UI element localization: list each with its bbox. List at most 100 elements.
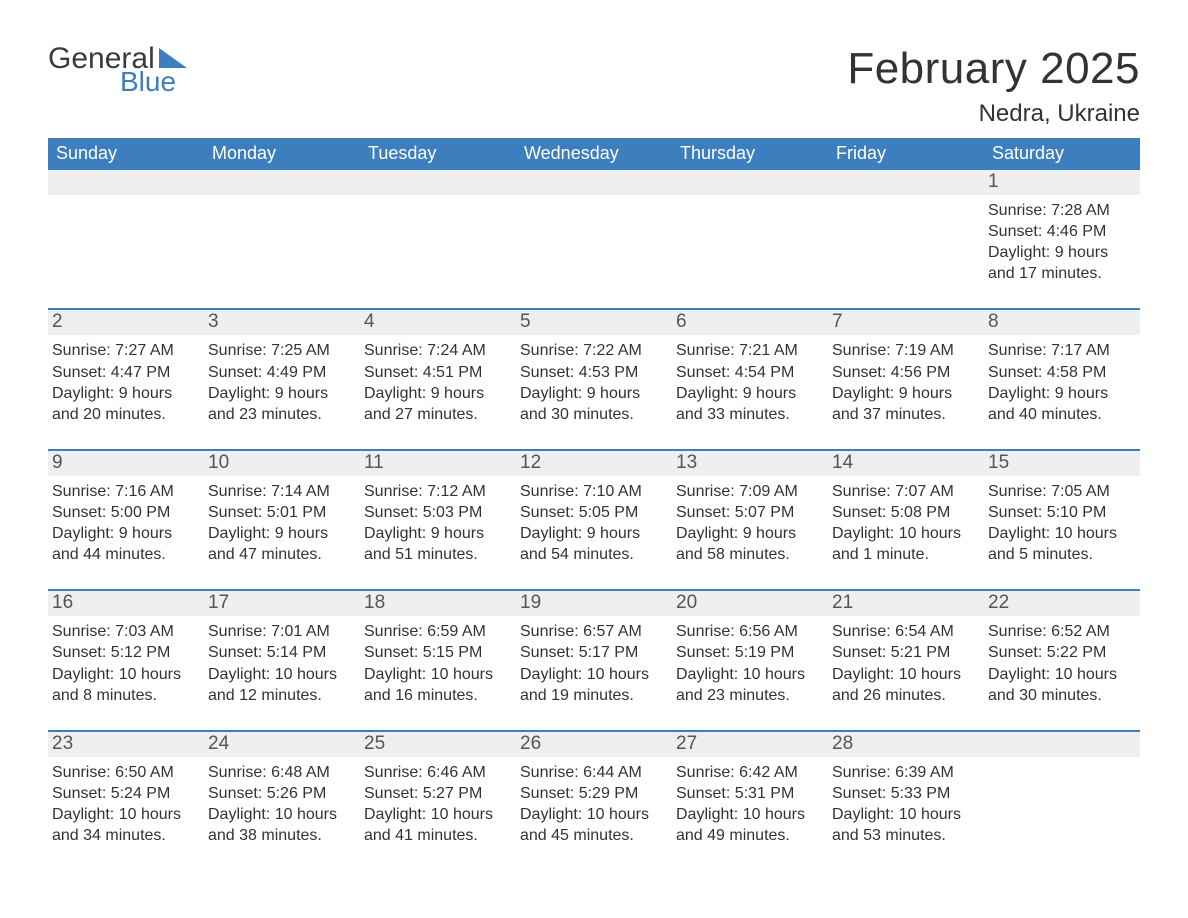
day-info: Sunrise: 7:27 AMSunset: 4:47 PMDaylight:…: [52, 340, 198, 424]
daylight-line: Daylight: 10 hours and 12 minutes.: [208, 664, 354, 706]
daylight-line: Daylight: 9 hours and 40 minutes.: [988, 383, 1134, 425]
sunrise-line: Sunrise: 7:12 AM: [364, 481, 510, 502]
sunset-line: Sunset: 5:22 PM: [988, 642, 1134, 663]
day-cell: 16Sunrise: 7:03 AMSunset: 5:12 PMDayligh…: [48, 591, 204, 711]
day-cell: 20Sunrise: 6:56 AMSunset: 5:19 PMDayligh…: [672, 591, 828, 711]
day-info: Sunrise: 7:10 AMSunset: 5:05 PMDaylight:…: [520, 481, 666, 565]
day-cell: 24Sunrise: 6:48 AMSunset: 5:26 PMDayligh…: [204, 732, 360, 852]
weekday-header-row: SundayMondayTuesdayWednesdayThursdayFrid…: [48, 138, 1140, 170]
daylight-line: Daylight: 10 hours and 53 minutes.: [832, 804, 978, 846]
daylight-line: Daylight: 10 hours and 38 minutes.: [208, 804, 354, 846]
calendar: SundayMondayTuesdayWednesdayThursdayFrid…: [48, 138, 1140, 852]
day-number: 22: [984, 591, 1140, 616]
day-number: 14: [828, 451, 984, 476]
daylight-line: Daylight: 10 hours and 45 minutes.: [520, 804, 666, 846]
sunrise-line: Sunrise: 6:48 AM: [208, 762, 354, 783]
sunrise-line: Sunrise: 7:09 AM: [676, 481, 822, 502]
daylight-line: Daylight: 9 hours and 58 minutes.: [676, 523, 822, 565]
month-title: February 2025: [847, 44, 1140, 94]
day-info: Sunrise: 6:59 AMSunset: 5:15 PMDaylight:…: [364, 621, 510, 705]
header: General Blue February 2025 Nedra, Ukrain…: [48, 44, 1140, 128]
day-info: Sunrise: 7:28 AMSunset: 4:46 PMDaylight:…: [988, 200, 1134, 284]
day-info: Sunrise: 6:39 AMSunset: 5:33 PMDaylight:…: [832, 762, 978, 846]
day-cell: 5 Sunrise: 7:22 AMSunset: 4:53 PMDaylight…: [516, 310, 672, 430]
logo: General Blue: [48, 44, 187, 96]
day-number: 13: [672, 451, 828, 476]
sunset-line: Sunset: 4:53 PM: [520, 362, 666, 383]
sunrise-line: Sunrise: 7:25 AM: [208, 340, 354, 361]
weekday-header: Thursday: [672, 138, 828, 170]
sunrise-line: Sunrise: 7:16 AM: [52, 481, 198, 502]
sunset-line: Sunset: 5:01 PM: [208, 502, 354, 523]
day-info: Sunrise: 7:22 AMSunset: 4:53 PMDaylight:…: [520, 340, 666, 424]
day-cell: 12Sunrise: 7:10 AMSunset: 5:05 PMDayligh…: [516, 451, 672, 571]
day-cell: 4Sunrise: 7:24 AMSunset: 4:51 PMDaylight…: [360, 310, 516, 430]
day-cell: 27Sunrise: 6:42 AMSunset: 5:31 PMDayligh…: [672, 732, 828, 852]
sunset-line: Sunset: 5:00 PM: [52, 502, 198, 523]
sunset-line: Sunset: 5:24 PM: [52, 783, 198, 804]
week-row: 9Sunrise: 7:16 AMSunset: 5:00 PMDaylight…: [48, 449, 1140, 571]
day-info: Sunrise: 7:01 AMSunset: 5:14 PMDaylight:…: [208, 621, 354, 705]
day-number: 15: [984, 451, 1140, 476]
day-number: 2: [48, 310, 204, 335]
sunrise-line: Sunrise: 7:28 AM: [988, 200, 1134, 221]
day-cell: 11Sunrise: 7:12 AMSunset: 5:03 PMDayligh…: [360, 451, 516, 571]
day-number: 5: [516, 310, 672, 335]
daylight-line: Daylight: 10 hours and 19 minutes.: [520, 664, 666, 706]
sunrise-line: Sunrise: 6:54 AM: [832, 621, 978, 642]
sunrise-line: Sunrise: 6:44 AM: [520, 762, 666, 783]
weekday-header: Saturday: [984, 138, 1140, 170]
daylight-line: Daylight: 10 hours and 49 minutes.: [676, 804, 822, 846]
daylight-line: Daylight: 10 hours and 34 minutes.: [52, 804, 198, 846]
daylight-line: Daylight: 10 hours and 5 minutes.: [988, 523, 1134, 565]
day-number: 25: [360, 732, 516, 757]
daylight-line: Daylight: 9 hours and 47 minutes.: [208, 523, 354, 565]
daylight-line: Daylight: 10 hours and 23 minutes.: [676, 664, 822, 706]
sunrise-line: Sunrise: 7:19 AM: [832, 340, 978, 361]
day-number: 26: [516, 732, 672, 757]
day-cell: [48, 170, 204, 290]
day-number: 4: [360, 310, 516, 335]
day-number: 3: [204, 310, 360, 335]
sunrise-line: Sunrise: 6:57 AM: [520, 621, 666, 642]
daylight-line: Daylight: 9 hours and 27 minutes.: [364, 383, 510, 425]
location-label: Nedra, Ukraine: [847, 100, 1140, 128]
sunset-line: Sunset: 5:03 PM: [364, 502, 510, 523]
daylight-line: Daylight: 10 hours and 41 minutes.: [364, 804, 510, 846]
weekday-header: Tuesday: [360, 138, 516, 170]
day-cell: [204, 170, 360, 290]
day-info: Sunrise: 6:44 AMSunset: 5:29 PMDaylight:…: [520, 762, 666, 846]
sunset-line: Sunset: 5:17 PM: [520, 642, 666, 663]
sunset-line: Sunset: 5:15 PM: [364, 642, 510, 663]
day-cell: [360, 170, 516, 290]
sunrise-line: Sunrise: 7:14 AM: [208, 481, 354, 502]
day-cell: [672, 170, 828, 290]
day-info: Sunrise: 7:03 AMSunset: 5:12 PMDaylight:…: [52, 621, 198, 705]
day-number: 11: [360, 451, 516, 476]
daylight-line: Daylight: 10 hours and 1 minute.: [832, 523, 978, 565]
day-number: 10: [204, 451, 360, 476]
day-number: 21: [828, 591, 984, 616]
sunrise-line: Sunrise: 6:46 AM: [364, 762, 510, 783]
daylight-line: Daylight: 10 hours and 8 minutes.: [52, 664, 198, 706]
daylight-line: Daylight: 9 hours and 30 minutes.: [520, 383, 666, 425]
day-cell: 9Sunrise: 7:16 AMSunset: 5:00 PMDaylight…: [48, 451, 204, 571]
day-cell: 26 Sunrise: 6:44 AMSunset: 5:29 PMDayligh…: [516, 732, 672, 852]
day-info: Sunrise: 7:09 AMSunset: 5:07 PMDaylight:…: [676, 481, 822, 565]
day-info: Sunrise: 6:52 AMSunset: 5:22 PMDaylight:…: [988, 621, 1134, 705]
day-cell: 6Sunrise: 7:21 AMSunset: 4:54 PMDaylight…: [672, 310, 828, 430]
sunset-line: Sunset: 5:26 PM: [208, 783, 354, 804]
weekday-header: Friday: [828, 138, 984, 170]
sunrise-line: Sunrise: 6:56 AM: [676, 621, 822, 642]
day-cell: 19Sunrise: 6:57 AMSunset: 5:17 PMDayligh…: [516, 591, 672, 711]
day-number: [828, 170, 984, 195]
day-info: Sunrise: 6:54 AMSunset: 5:21 PMDaylight:…: [832, 621, 978, 705]
week-row: 16Sunrise: 7:03 AMSunset: 5:12 PMDayligh…: [48, 589, 1140, 711]
weekday-header: Monday: [204, 138, 360, 170]
day-cell: 3Sunrise: 7:25 AMSunset: 4:49 PMDaylight…: [204, 310, 360, 430]
day-number: 28: [828, 732, 984, 757]
weekday-header: Wednesday: [516, 138, 672, 170]
sunrise-line: Sunrise: 7:17 AM: [988, 340, 1134, 361]
day-cell: [516, 170, 672, 290]
day-cell: 17Sunrise: 7:01 AMSunset: 5:14 PMDayligh…: [204, 591, 360, 711]
